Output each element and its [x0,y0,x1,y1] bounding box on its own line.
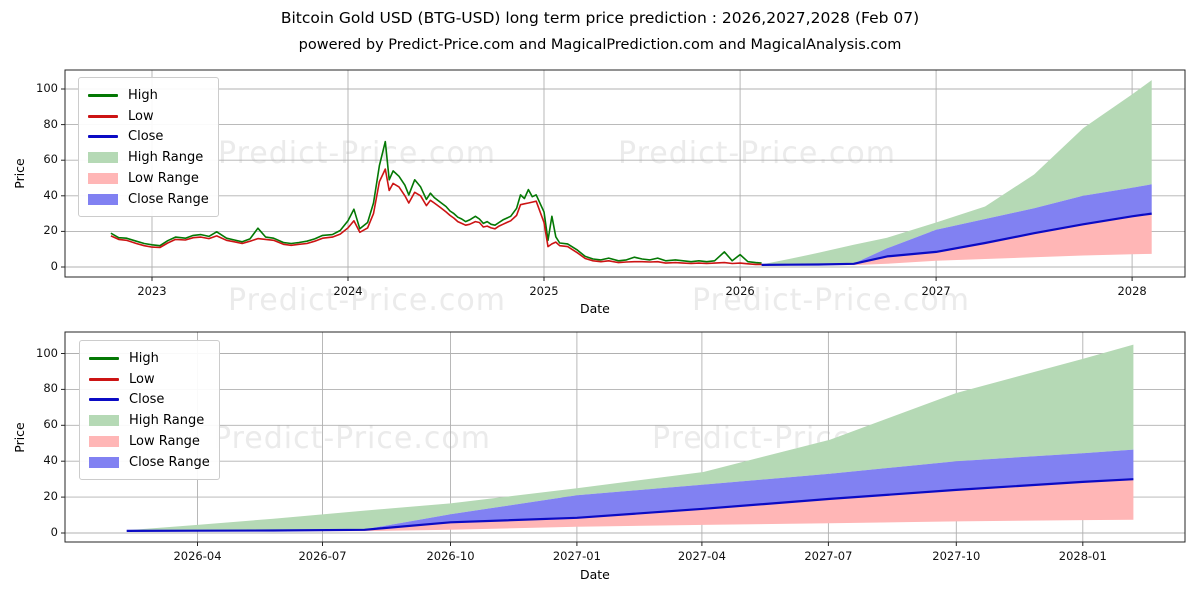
y-tick-label: 60 [43,417,58,432]
legend-patch-swatch [89,436,119,448]
watermark-text: Predict-Price.com [618,136,896,171]
high-range-area [761,80,1152,265]
legend-patch-swatch [88,193,118,205]
legend-item-low-range: Low Range [88,168,208,189]
legend-item-low: Low [89,369,209,390]
y-tick-label: 60 [43,152,58,167]
x-tick-label: 2026-10 [426,549,475,563]
close-line [761,212,1152,266]
close-range-area [126,449,1134,531]
legend-label: Close Range [128,191,209,207]
low-range-area [761,213,1152,266]
legend-label: Close [129,392,165,408]
y-tick-label: 20 [43,489,58,504]
legend-item-close-range: Close Range [89,452,210,473]
watermark-text: Predict-Price.com [228,283,506,318]
close-line [126,478,1134,532]
y-tick-label: 100 [36,345,58,360]
low-range-area [126,479,1134,532]
x-axis-label-bottom-chart: Date [580,567,610,582]
legend-label: Low Range [129,434,200,450]
x-tick-label: 2024 [333,284,363,298]
legend-item-high: High [89,348,209,369]
legend-label: Close [128,129,164,145]
legend-line-swatch [88,135,118,139]
y-tick-label: 80 [43,381,58,396]
legend-label: Low Range [128,171,199,187]
y-tick-label: 20 [43,223,58,238]
legend-label: Low [128,108,154,124]
legend-item-close: Close [89,390,209,411]
x-tick-label: 2027 [921,284,951,298]
legend-top-chart: High Low Close High Range Low Range Close Ran… [78,77,219,217]
plot-border [64,331,1186,543]
x-tick-label: 2027-04 [677,549,726,563]
watermark-text: Predict-Price.com [692,283,970,318]
legend-line-swatch [89,356,119,360]
page-title: Bitcoin Gold USD (BTG-USD) long term pri… [280,9,920,27]
y-tick-label: 100 [36,81,58,95]
legend-bottom-chart: High Low Close High Range Low Range Close Ran… [79,340,220,480]
legend-patch-swatch [89,456,119,468]
legend-label: High [128,87,158,103]
legend-line-swatch [88,114,118,118]
legend-item-high: High [88,85,208,106]
x-tick-label: 2025 [529,284,559,298]
y-tick-label: 40 [43,453,58,468]
legend-patch-swatch [88,152,118,164]
x-tick-label: 2027-07 [804,549,853,563]
legend-patch-swatch [88,173,118,185]
legend-item-high-range: High Range [88,147,208,168]
x-tick-label: 2026-07 [298,549,347,563]
high-range-area [126,344,1134,531]
legend-label: High Range [128,150,204,166]
x-axis-label-top-chart: Date [580,301,610,316]
legend-line-swatch [88,93,118,97]
legend-line-swatch [89,377,119,381]
close-range-area [761,184,1152,265]
legend-patch-swatch [89,415,119,427]
x-tick-label: 2027-01 [552,549,601,563]
watermark-text: Predict-Price.com [218,136,496,171]
x-tick-label: 2026 [725,284,755,298]
legend-line-swatch [89,398,119,402]
y-tick-label: 40 [43,187,58,202]
legend-label: High [129,350,159,366]
x-tick-label: 2023 [137,284,167,298]
legend-label: Close Range [129,454,210,470]
legend-item-close-range: Close Range [88,189,209,210]
y-tick-label: 0 [50,525,58,539]
high-line [110,140,762,264]
x-tick-label: 2028 [1117,284,1147,298]
legend-label: High Range [129,413,205,429]
y-tick-label: 80 [43,116,58,131]
x-tick-label: 2028-01 [1058,549,1107,563]
plot-border [64,69,1186,278]
legend-label: Low [129,371,155,387]
watermark-text: Predict-Price.com [213,421,491,456]
x-tick-label: 2026-04 [173,549,222,563]
page-subtitle: powered by Predict-Price.com and Magical… [298,37,902,53]
x-tick-label: 2027-10 [932,549,981,563]
legend-item-low: Low [88,106,208,127]
legend-item-low-range: Low Range [89,431,209,452]
legend-item-high-range: High Range [89,410,209,431]
y-tick-label: 0 [50,259,58,273]
low-line [110,168,762,266]
legend-item-close: Close [88,127,208,148]
